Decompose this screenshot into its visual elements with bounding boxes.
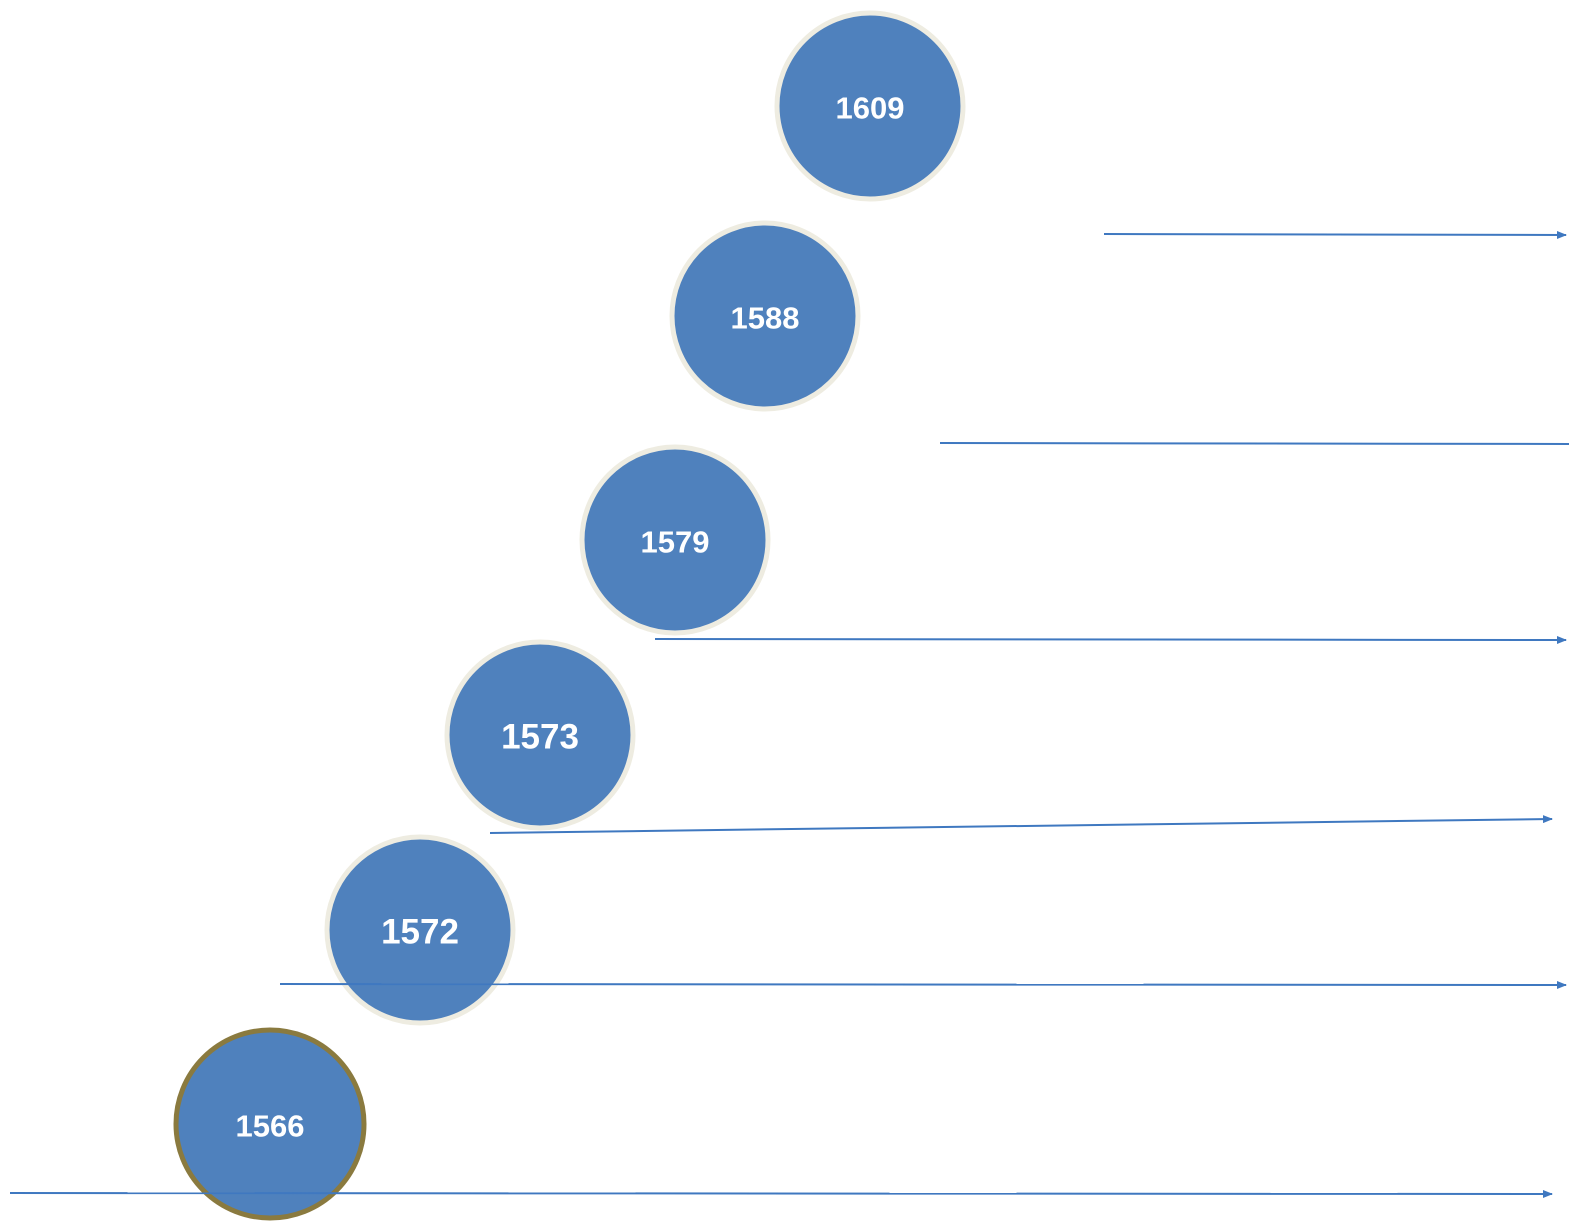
year-label: 1609 bbox=[836, 91, 905, 126]
year-label: 1566 bbox=[236, 1109, 305, 1144]
year-circle bbox=[173, 1027, 367, 1221]
year-label: 1579 bbox=[641, 525, 710, 560]
timeline-arrow-3 bbox=[489, 815, 1553, 834]
year-marker-1572: 1572 bbox=[324, 834, 516, 1026]
year-circle bbox=[774, 10, 966, 202]
year-circle bbox=[444, 639, 636, 831]
timeline-arrow-2 bbox=[279, 980, 1567, 989]
timeline-arrow-6 bbox=[1103, 230, 1567, 239]
year-circle bbox=[579, 444, 771, 636]
year-label: 1588 bbox=[731, 301, 800, 336]
year-marker-1566: 1566 bbox=[173, 1027, 367, 1221]
year-label: 1573 bbox=[501, 718, 579, 757]
arrow-lines bbox=[489, 230, 1569, 834]
timeline-arrow-4 bbox=[654, 635, 1567, 644]
timeline-arrow-1 bbox=[9, 1189, 1553, 1198]
year-circle bbox=[669, 220, 861, 412]
year-markers: 1566 1572 1573 1579 1588 1609 bbox=[9, 10, 1567, 1221]
year-marker-1579: 1579 bbox=[579, 444, 771, 636]
year-circle bbox=[324, 834, 516, 1026]
timeline-arrow-5 bbox=[939, 442, 1569, 445]
year-marker-1573: 1573 bbox=[444, 639, 636, 831]
year-label: 1572 bbox=[381, 913, 459, 952]
year-marker-1588: 1588 bbox=[669, 220, 861, 412]
year-marker-1609: 1609 bbox=[774, 10, 966, 202]
